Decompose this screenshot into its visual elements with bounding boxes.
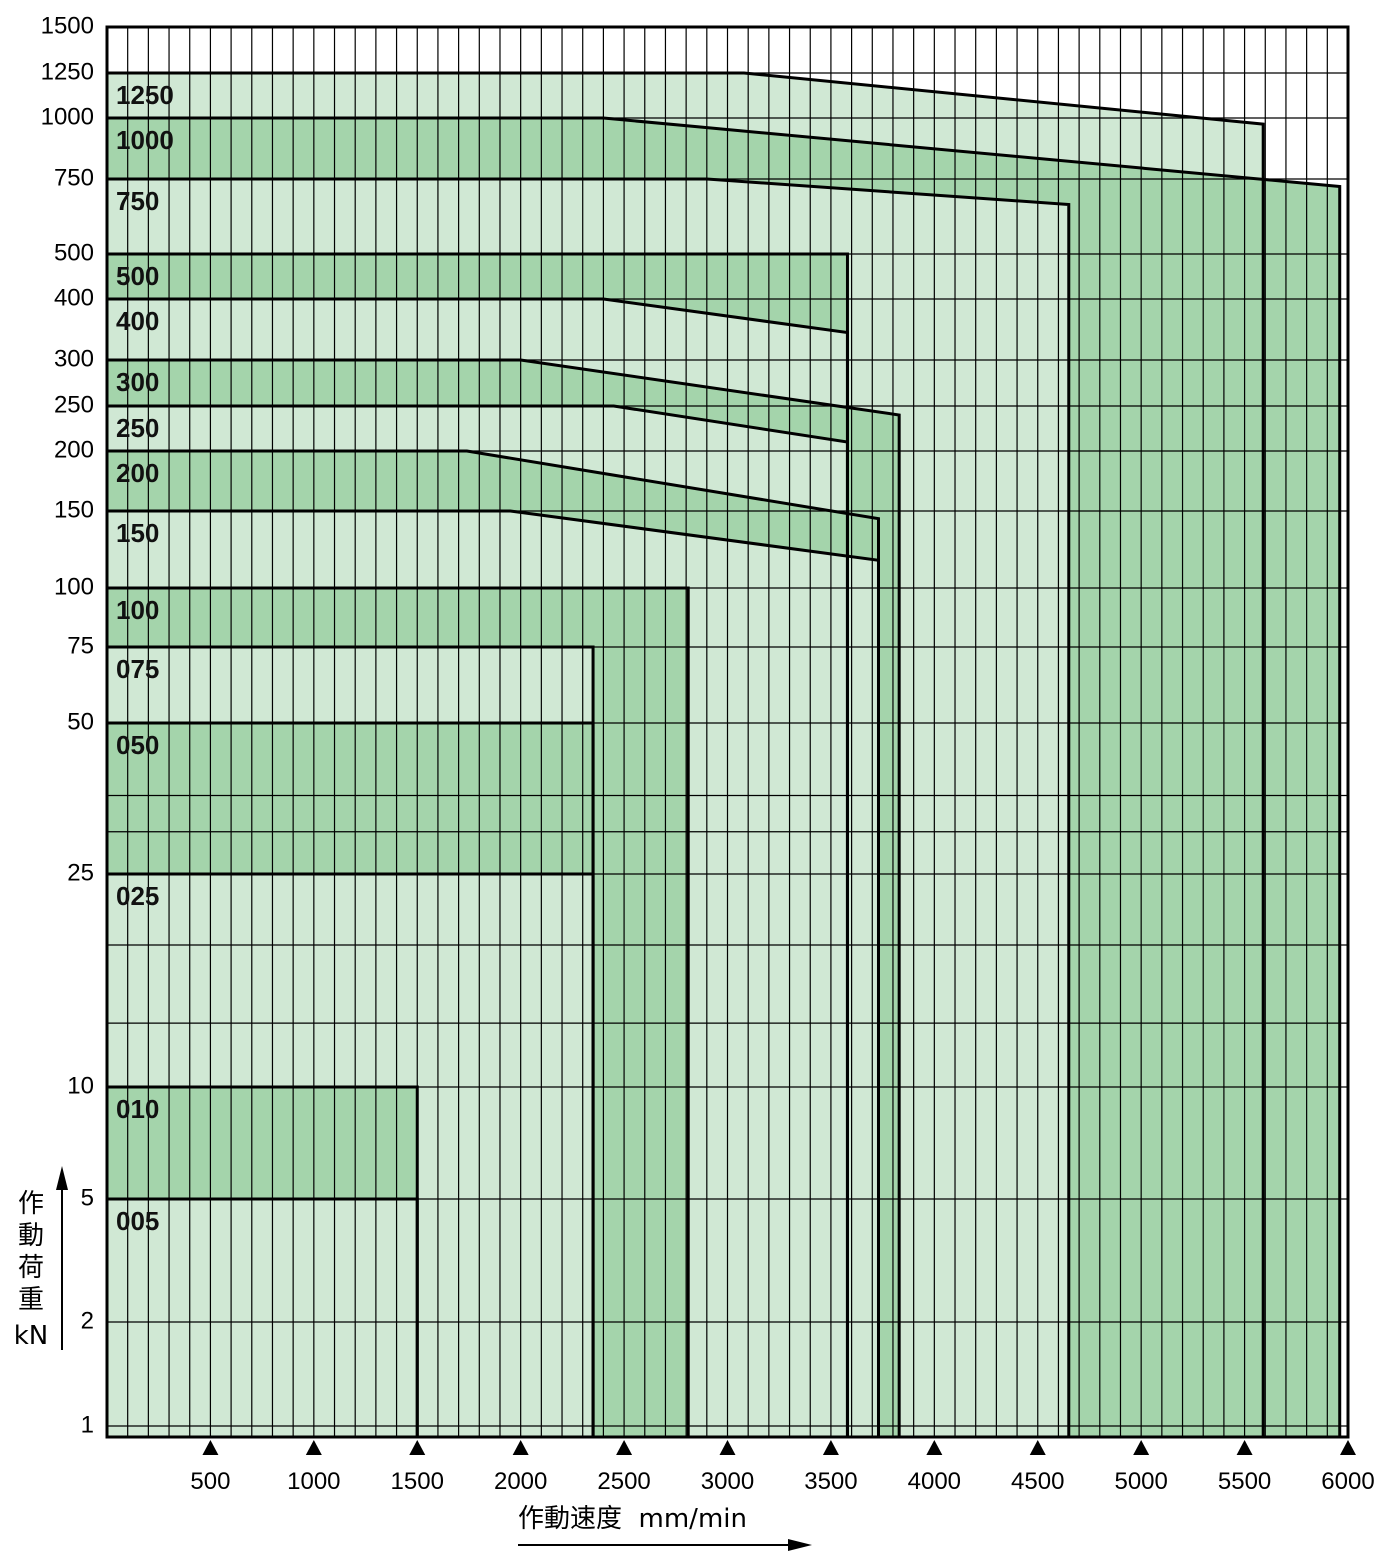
x-tick-marker bbox=[926, 1440, 943, 1455]
series-outline-100 bbox=[107, 586, 690, 1437]
series-fills bbox=[107, 73, 1340, 1437]
y-tick-label: 500 bbox=[54, 239, 94, 266]
y-tick-label: 250 bbox=[54, 391, 94, 418]
x-axis-arrow-head bbox=[788, 1539, 812, 1551]
y-tick-label: 25 bbox=[67, 859, 94, 886]
y-tick-label: 400 bbox=[54, 284, 94, 311]
y-axis-arrow-head bbox=[56, 1166, 68, 1190]
series-label-150: 150 bbox=[116, 518, 159, 548]
y-axis-char-0: 作 bbox=[18, 1189, 44, 1219]
x-tick-marker bbox=[1340, 1440, 1356, 1455]
x-tick-label: 1500 bbox=[391, 1468, 444, 1495]
x-tick-marker bbox=[409, 1440, 426, 1455]
series-label-300: 300 bbox=[116, 367, 159, 397]
x-tick-marker bbox=[1236, 1440, 1253, 1455]
series-label-075: 075 bbox=[116, 654, 159, 684]
x-tick-label: 2500 bbox=[597, 1468, 650, 1495]
series-label-200: 200 bbox=[116, 458, 159, 488]
series-outline-025 bbox=[107, 872, 595, 1437]
series-outline-150 bbox=[107, 509, 880, 1437]
x-tick-marker bbox=[719, 1440, 736, 1455]
y-tick-label: 150 bbox=[54, 496, 94, 523]
grid bbox=[107, 27, 1348, 1437]
x-tick-marker bbox=[305, 1440, 322, 1455]
series-label-1000: 1000 bbox=[116, 125, 174, 155]
y-tick-label: 50 bbox=[67, 708, 94, 735]
y-tick-label: 200 bbox=[54, 436, 94, 463]
x-tick-label: 1000 bbox=[287, 1468, 340, 1495]
y-tick-label: 100 bbox=[54, 573, 94, 600]
series-label-400: 400 bbox=[116, 306, 159, 336]
series-outline-750 bbox=[107, 177, 1071, 1437]
series-label-750: 750 bbox=[116, 186, 159, 216]
x-tick-marker bbox=[512, 1440, 529, 1455]
plot-frame bbox=[105, 25, 1350, 1439]
series-fill-005 bbox=[107, 1199, 418, 1437]
x-tick-marker bbox=[202, 1440, 219, 1455]
series-label-100: 100 bbox=[116, 595, 159, 625]
x-tick-label: 4500 bbox=[1011, 1468, 1064, 1495]
y-tick-label: 5 bbox=[81, 1184, 94, 1211]
x-tick-label: 3500 bbox=[804, 1468, 857, 1495]
series-label-025: 025 bbox=[116, 881, 159, 911]
y-tick-label: 1 bbox=[81, 1411, 94, 1438]
y-tick-label: 2 bbox=[81, 1307, 94, 1334]
y-tick-label: 10 bbox=[67, 1072, 94, 1099]
series-label-1250: 1250 bbox=[116, 80, 174, 110]
y-axis-char-3: 重 bbox=[18, 1285, 44, 1315]
y-tick-label: 75 bbox=[67, 632, 94, 659]
y-axis-char-2: 荷 bbox=[18, 1253, 44, 1283]
series-outlines bbox=[107, 71, 1342, 1437]
series-label-050: 050 bbox=[116, 730, 159, 760]
series-outline-1000 bbox=[107, 116, 1342, 1437]
x-tick-label: 6000 bbox=[1321, 1468, 1374, 1495]
x-tick-label: 3000 bbox=[701, 1468, 754, 1495]
y-tick-label: 750 bbox=[54, 164, 94, 191]
series-labels: 1250 1000 750 500 400 300 250 200 150 100 075 050 02… bbox=[116, 80, 174, 1236]
x-tick-marker bbox=[822, 1440, 839, 1455]
y-axis-unit: kN bbox=[14, 1321, 49, 1351]
series-label-005: 005 bbox=[116, 1206, 159, 1236]
x-tick-label: 2000 bbox=[494, 1468, 547, 1495]
series-outline-250 bbox=[107, 404, 849, 1437]
series-outline-005 bbox=[107, 1197, 419, 1437]
x-tick-marker bbox=[1029, 1440, 1046, 1455]
x-tick-labels: 500 1000 1500 2000 2500 3000 3500 4000 4500 5000 5… bbox=[190, 1440, 1375, 1495]
series-label-010: 010 bbox=[116, 1094, 159, 1124]
x-axis-title: 作動速度 mm/min bbox=[518, 1504, 812, 1551]
series-outline-1250 bbox=[107, 71, 1265, 1437]
x-tick-label: 5000 bbox=[1114, 1468, 1167, 1495]
x-tick-label: 4000 bbox=[908, 1468, 961, 1495]
x-axis-title-text: 作動速度 mm/min bbox=[518, 1504, 747, 1534]
x-tick-label: 5500 bbox=[1218, 1468, 1271, 1495]
y-axis-title: 作 動 荷 重 kN bbox=[14, 1166, 68, 1351]
series-label-250: 250 bbox=[116, 413, 159, 443]
series-label-500: 500 bbox=[116, 261, 159, 291]
x-tick-marker bbox=[616, 1440, 633, 1455]
y-tick-label: 1500 bbox=[41, 12, 94, 39]
y-tick-label: 1000 bbox=[41, 103, 94, 130]
x-tick-label: 500 bbox=[190, 1468, 230, 1495]
y-tick-label: 300 bbox=[54, 345, 94, 372]
y-axis-char-1: 動 bbox=[18, 1221, 44, 1251]
x-tick-marker bbox=[1133, 1440, 1150, 1455]
series-outline-300 bbox=[107, 358, 901, 1437]
y-tick-label: 1250 bbox=[41, 58, 94, 85]
y-tick-labels: 1251025507510015020025030040050075010001… bbox=[41, 12, 94, 1438]
